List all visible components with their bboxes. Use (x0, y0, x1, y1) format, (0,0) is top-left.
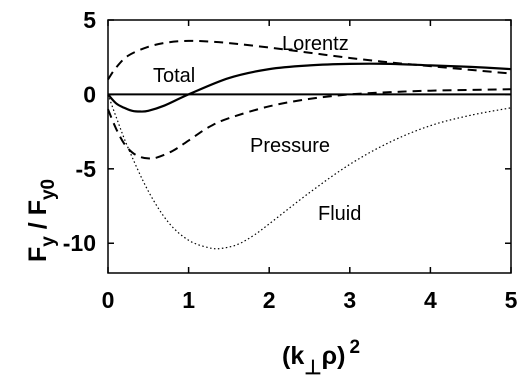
x-tick-label: 3 (343, 287, 356, 313)
y-axis-label: Fy / Fy0 (24, 179, 59, 262)
x-tick-label: 5 (505, 287, 518, 313)
x-tick-label: 0 (102, 287, 115, 313)
ticks-group (107, 19, 512, 273)
label-fluid: Fluid (318, 203, 361, 225)
series-line-fluid (107, 94, 512, 250)
y-tick-label: -5 (76, 156, 97, 182)
x-axis-label: (k⊥ρ) 2 (282, 337, 360, 377)
y-tick-label: 0 (83, 81, 96, 107)
x-tick-label: 2 (263, 287, 276, 313)
series-line-pressure (107, 88, 512, 160)
label-lorentz: Lorentz (282, 33, 349, 55)
plot-frame (107, 19, 512, 274)
y-tick-label: -10 (63, 230, 96, 256)
y-tick-label: 5 (83, 7, 96, 33)
series-line-total (107, 62, 512, 113)
series-line-lorentz (107, 39, 512, 81)
tick-labels-group: 0 1 2 3 4 5 5 0 -5 -10 (63, 7, 518, 313)
label-total: Total (153, 65, 195, 87)
curves-group (107, 39, 512, 250)
x-tick-label: 1 (182, 287, 195, 313)
label-pressure: Pressure (250, 135, 330, 157)
x-tick-label: 4 (424, 287, 437, 313)
